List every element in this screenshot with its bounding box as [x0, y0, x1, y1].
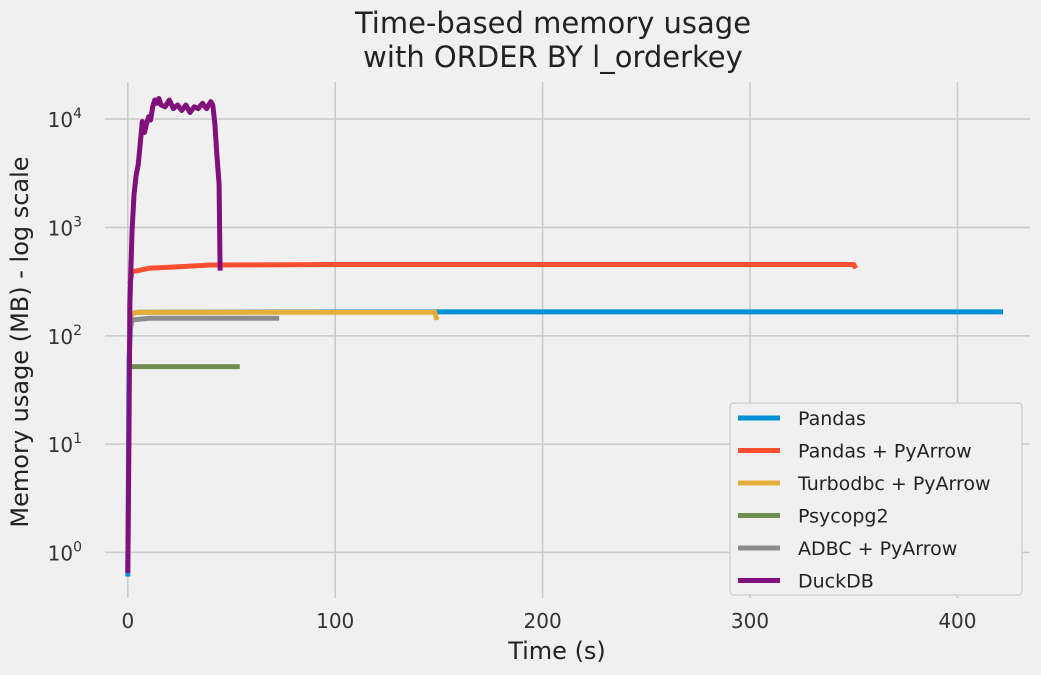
series-line [127, 309, 440, 328]
series-line [127, 262, 858, 285]
x-tick-label: 400 [938, 609, 976, 633]
legend-entry: Turbodbc + PyArrow [797, 473, 991, 495]
series-line [127, 315, 280, 332]
x-tick-label: 100 [316, 609, 354, 633]
legend-box [729, 402, 1023, 596]
chart-title-line2: with ORDER BY l_orderkey [363, 40, 743, 74]
legend-entry: ADBC + PyArrow [798, 538, 957, 560]
y-axis-label: Memory usage (MB) - log scale [6, 156, 34, 527]
y-tick-label: 104 [48, 106, 82, 132]
x-tick-label: 300 [731, 609, 769, 633]
series-line [125, 96, 223, 573]
chart-title-line1: Time-based memory usage [354, 6, 751, 40]
y-tick-label: 100 [48, 539, 82, 565]
x-tick-label: 0 [121, 609, 134, 633]
legend-entry: DuckDB [798, 571, 874, 593]
x-axis-ticks: 0 100 200 300 400 [121, 609, 976, 633]
y-tick-label: 103 [48, 214, 82, 240]
grid [105, 82, 1030, 598]
x-tick-label: 200 [524, 609, 562, 633]
legend-entry: Pandas + PyArrow [798, 441, 972, 463]
y-tick-label: 102 [48, 323, 82, 349]
y-tick-label: 101 [48, 431, 82, 457]
series-layer [125, 96, 1003, 577]
legend-entry: Psycopg2 [798, 506, 889, 528]
legend-entry: Pandas [798, 408, 866, 430]
y-axis-ticks: 100 101 102 103 104 [48, 106, 82, 565]
x-axis-label: Time (s) [507, 637, 606, 665]
legend: Pandas Pandas + PyArrow Turbodbc + PyArrow… [729, 402, 1023, 596]
